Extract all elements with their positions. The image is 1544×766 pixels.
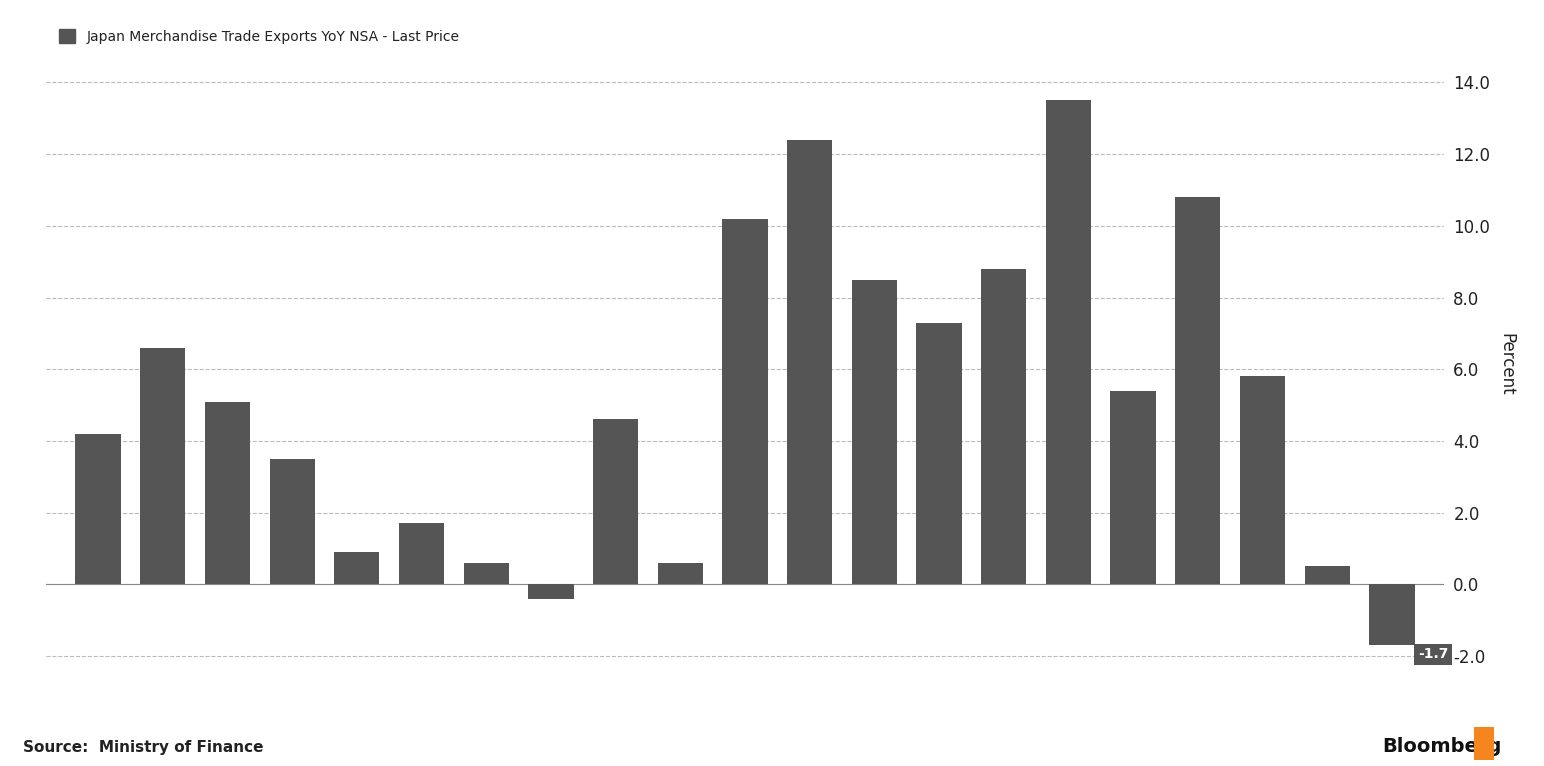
Bar (723, 218, 767, 584)
Bar (463, 563, 510, 584)
Bar (141, 348, 185, 584)
Bar (980, 269, 1027, 584)
Bar (270, 459, 315, 584)
Bar (917, 322, 962, 584)
Bar (76, 434, 120, 584)
Text: -1.7: -1.7 (1417, 647, 1448, 661)
Bar (787, 139, 832, 584)
Bar (1240, 376, 1285, 584)
Bar (1045, 100, 1092, 584)
Bar (528, 584, 573, 599)
Bar (1175, 197, 1220, 584)
Bar (205, 401, 250, 584)
Text: Bloomberg: Bloomberg (1382, 737, 1501, 756)
Bar (852, 280, 897, 584)
Y-axis label: Percent: Percent (1498, 332, 1515, 395)
Bar (1110, 391, 1156, 584)
Bar (593, 420, 638, 584)
Bar (658, 563, 703, 584)
Text: Source:  Ministry of Finance: Source: Ministry of Finance (23, 740, 264, 755)
Bar (1370, 584, 1414, 646)
Bar (1305, 567, 1349, 584)
Bar (334, 552, 380, 584)
Bar (398, 523, 445, 584)
Legend: Japan Merchandise Trade Exports YoY NSA - Last Price: Japan Merchandise Trade Exports YoY NSA … (52, 23, 465, 49)
